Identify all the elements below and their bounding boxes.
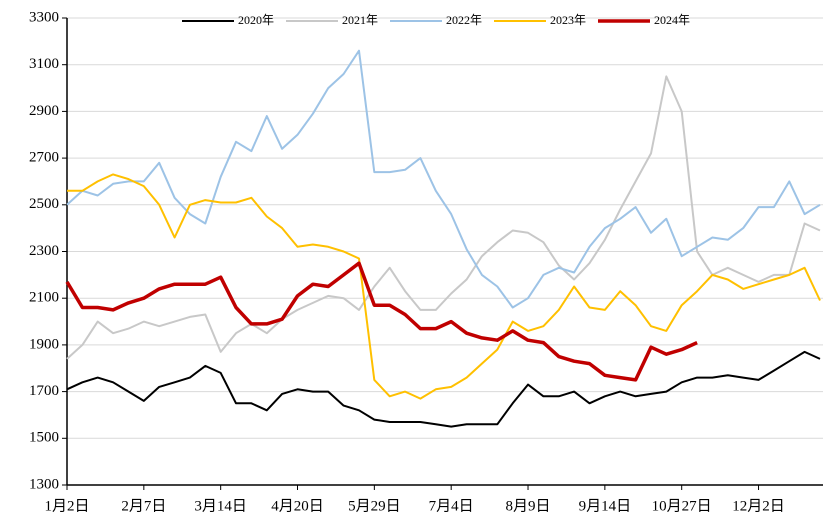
x-tick-label: 3月14日 — [194, 498, 247, 514]
y-tick-label: 2300 — [29, 243, 59, 259]
legend-label: 2023年 — [550, 13, 586, 27]
legend-label: 2022年 — [446, 13, 482, 27]
x-tick-label: 12月2日 — [732, 498, 785, 514]
x-tick-label: 8月9日 — [506, 498, 551, 514]
legend-label: 2020年 — [238, 13, 274, 27]
y-tick-label: 1300 — [29, 476, 59, 492]
y-tick-label: 1700 — [29, 383, 59, 399]
y-tick-label: 2700 — [29, 150, 59, 166]
x-tick-label: 7月4日 — [429, 498, 474, 514]
y-tick-label: 3300 — [29, 9, 59, 25]
x-tick-label: 5月29日 — [348, 498, 401, 514]
legend-label: 2024年 — [654, 13, 690, 27]
x-tick-label: 10月27日 — [652, 498, 712, 514]
x-tick-label: 2月7日 — [121, 498, 166, 514]
series-line — [65, 261, 698, 382]
series-line — [66, 350, 821, 428]
series-line — [66, 75, 821, 360]
y-tick-label: 2900 — [29, 103, 59, 119]
legend-label: 2021年 — [342, 13, 378, 27]
x-tick-label: 9月14日 — [579, 498, 632, 514]
x-tick-label: 4月20日 — [271, 498, 324, 514]
series-line — [67, 173, 821, 400]
y-tick-label: 1900 — [29, 336, 59, 352]
y-tick-label: 3100 — [29, 56, 59, 72]
x-tick-label: 1月2日 — [44, 498, 89, 514]
series-line — [66, 49, 821, 309]
y-tick-label: 2100 — [29, 290, 59, 306]
y-tick-label: 2500 — [29, 196, 59, 212]
y-tick-label: 1500 — [29, 430, 59, 446]
